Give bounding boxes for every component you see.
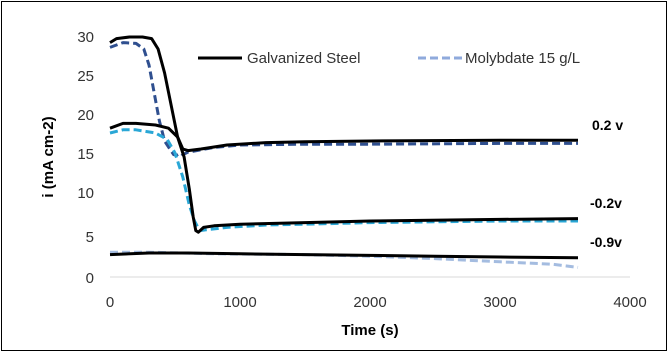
y-tick-label: 10 <box>77 185 94 202</box>
y-axis-title: i (mA cm-2) <box>40 116 57 197</box>
y-tick-label: 20 <box>77 107 94 124</box>
legend: Galvanized Steel Molybdate 15 g/L <box>198 50 580 67</box>
series-line-galvanized--0.2v <box>109 121 579 234</box>
y-tick-label: 0 <box>86 270 94 287</box>
x-tick-label: 4000 <box>613 294 646 311</box>
x-tick-label: 3000 <box>483 294 516 311</box>
legend-label-galvanized: Galvanized Steel <box>247 50 360 67</box>
y-tick-label: 5 <box>86 229 94 246</box>
annotation-label: 0.2 v <box>592 117 623 133</box>
y-tick-label: 25 <box>77 68 94 85</box>
series-layer <box>109 35 579 269</box>
x-axis-title: Time (s) <box>341 322 398 339</box>
annotation-label: -0.2v <box>590 195 622 211</box>
y-tick-label: 30 <box>77 29 94 46</box>
legend-label-molybdate: Molybdate 15 g/L <box>465 50 580 67</box>
x-tick-label: 0 <box>106 294 114 311</box>
x-tick-label: 2000 <box>353 294 386 311</box>
annotation-label: -0.9v <box>590 234 622 250</box>
series-line-galvanized--0.9v <box>109 251 579 260</box>
y-tick-label: 15 <box>77 146 94 163</box>
x-tick-label: 1000 <box>223 294 256 311</box>
